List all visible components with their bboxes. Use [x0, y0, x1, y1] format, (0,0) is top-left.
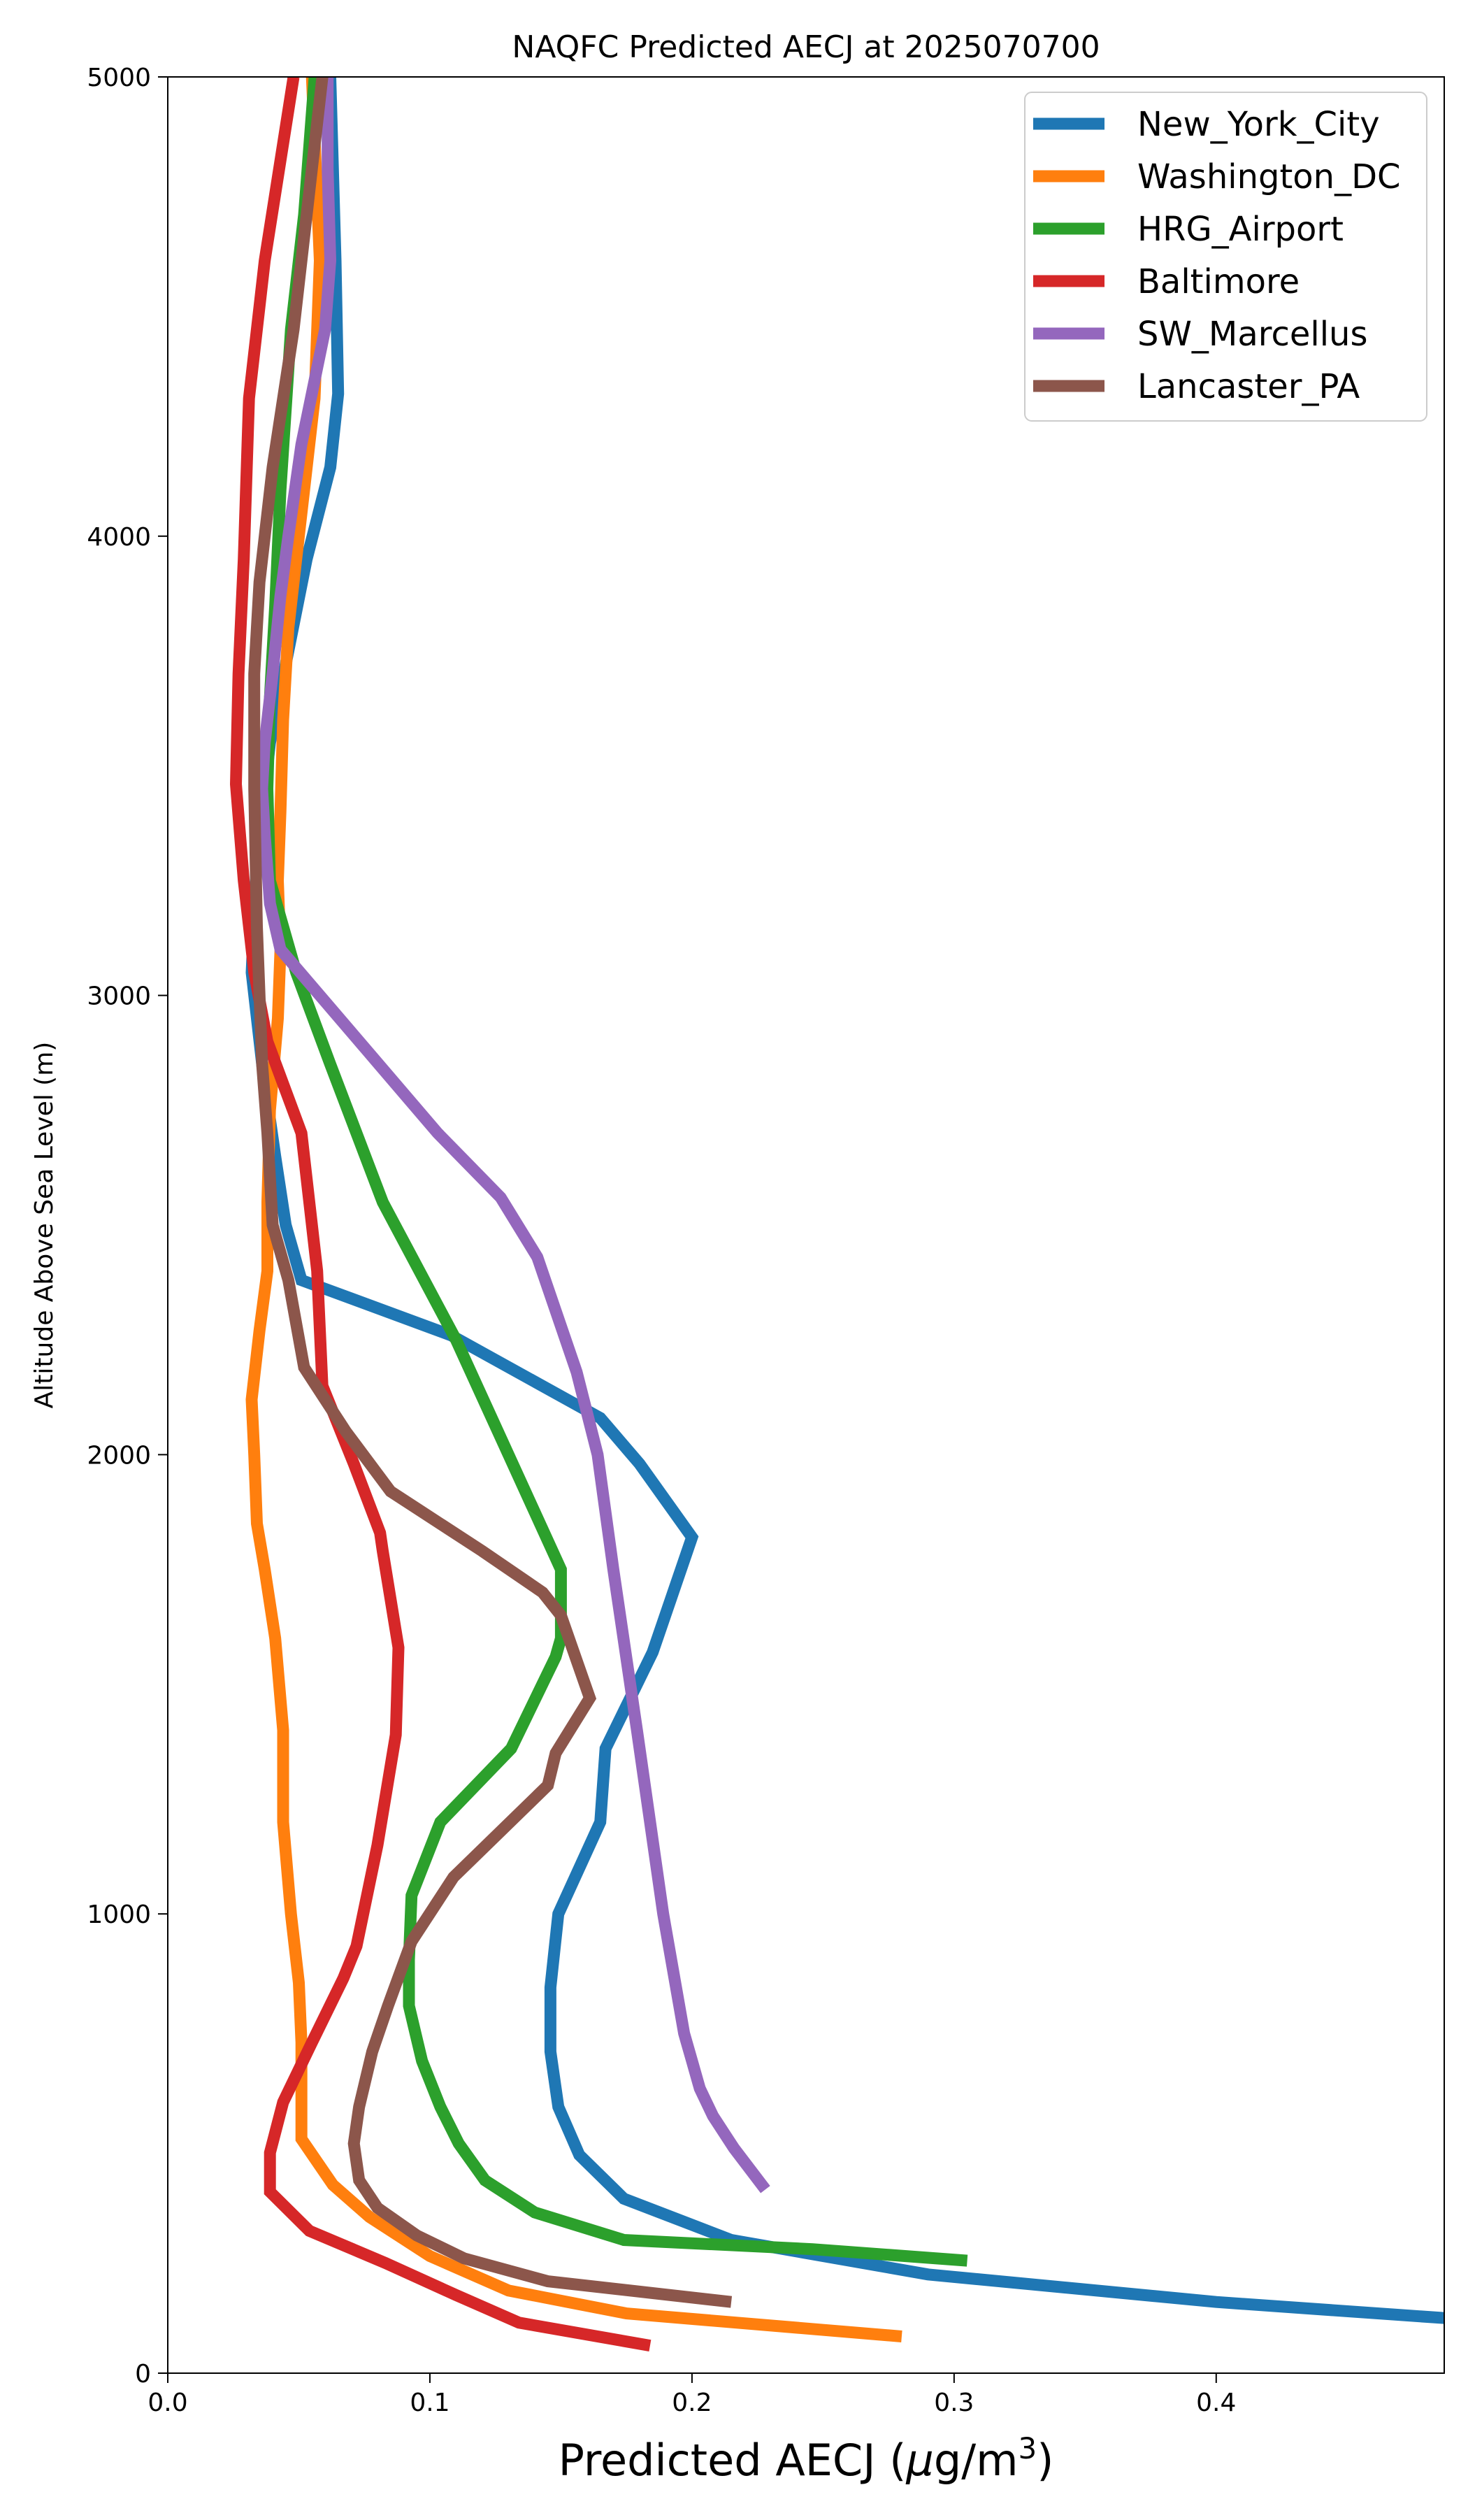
y-tick-label: 1000: [87, 1900, 151, 1929]
x-tick-label: 0.2: [672, 2389, 712, 2417]
legend-label: SW_Marcellus: [1137, 315, 1367, 354]
x-tick-label: 0.3: [934, 2389, 974, 2417]
legend-label: Washington_DC: [1137, 157, 1401, 196]
series-line-sw-marcellus: [256, 77, 770, 2193]
series-line-baltimore: [229, 77, 652, 2351]
x-axis-label: Predicted AECJ (μg/m3): [559, 2431, 1054, 2486]
y-tick-label: 3000: [87, 982, 151, 1011]
legend-label: Lancaster_PA: [1137, 367, 1360, 406]
y-tick-label: 0: [135, 2360, 151, 2389]
y-axis: 0 1000 2000 3000 4000 5000: [87, 64, 168, 2389]
y-tick-label: 4000: [87, 523, 151, 552]
y-tick-label: 2000: [87, 1441, 151, 1470]
x-tick-label: 0.4: [1196, 2389, 1236, 2417]
series-layer: [229, 77, 1444, 2351]
legend: New_York_City Washington_DC HRG_Airport Bal…: [1024, 92, 1427, 422]
y-axis-label: Altitude Above Sea Level (m): [30, 1042, 59, 1409]
x-tick-label: 0.0: [147, 2389, 187, 2417]
plot-area: [168, 77, 1444, 2373]
x-tick-label: 0.1: [410, 2389, 449, 2417]
y-tick-label: 5000: [87, 64, 151, 92]
legend-label: New_York_City: [1137, 105, 1380, 144]
chart-title: NAQFC Predicted AECJ at 2025070700: [512, 29, 1100, 65]
legend-label: Baltimore: [1137, 262, 1300, 301]
legend-label: HRG_Airport: [1137, 210, 1344, 249]
plot-frame: [167, 76, 1445, 2374]
series-line-lancaster-pa: [248, 77, 733, 2308]
legend-box: [1024, 92, 1427, 422]
series-line-washington-dc: [245, 77, 902, 2342]
x-axis: 0.0 0.1 0.2 0.3 0.4: [147, 2373, 1236, 2417]
